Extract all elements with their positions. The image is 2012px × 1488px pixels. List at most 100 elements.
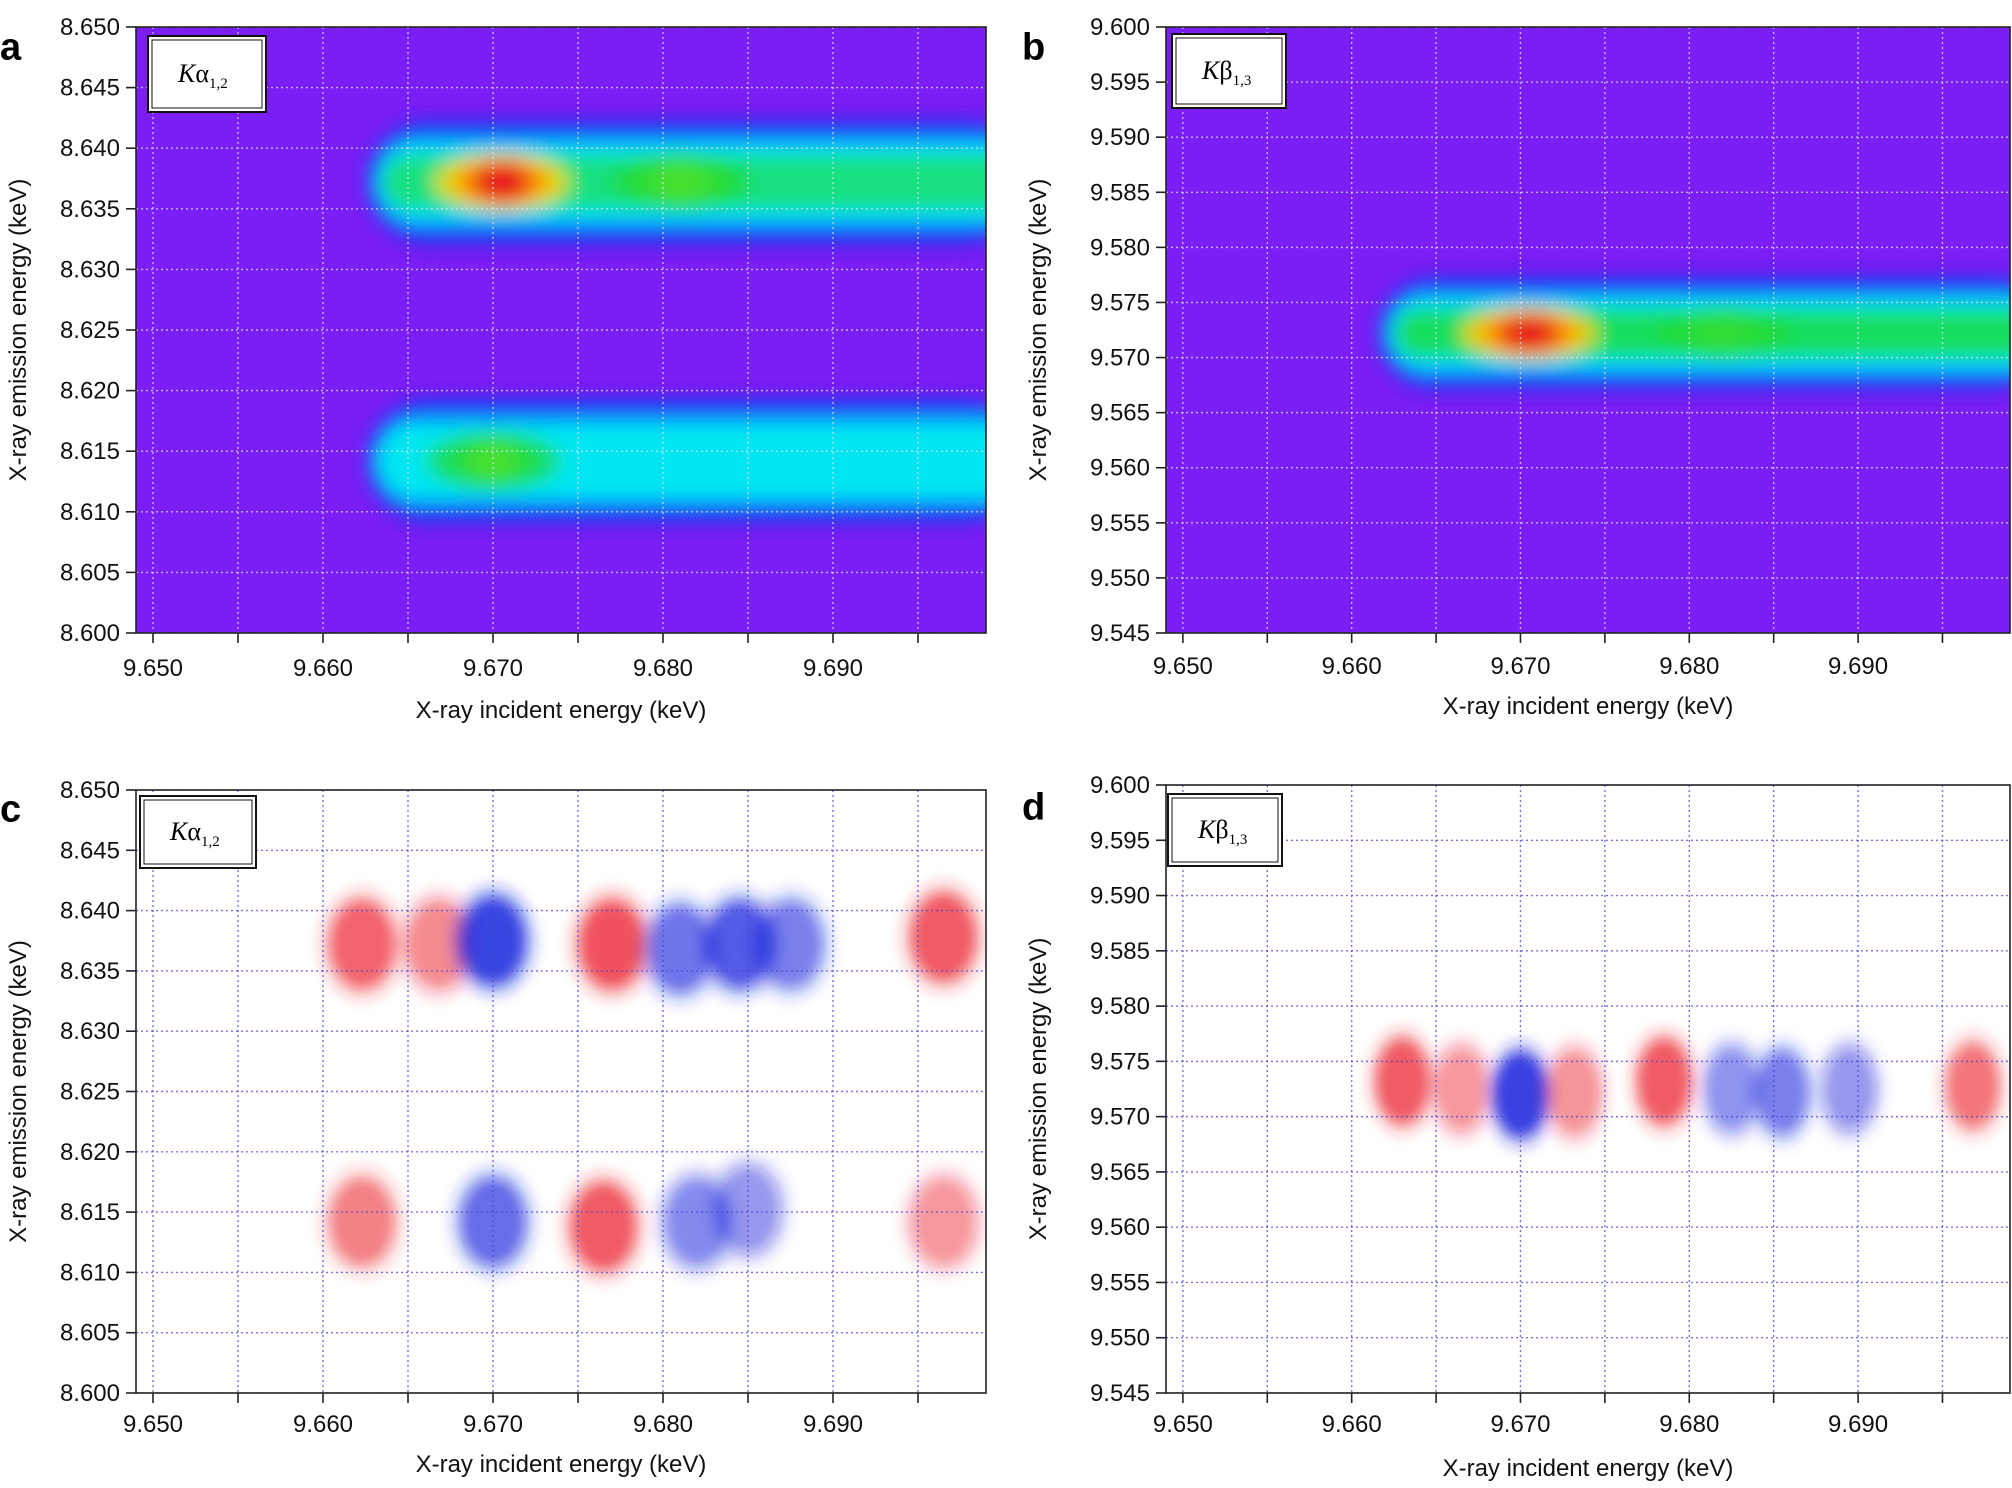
y-tick-label: 8.645 bbox=[60, 837, 120, 864]
diff-blob-12 bbox=[716, 1166, 780, 1254]
x-tick-label: 9.670 bbox=[1490, 653, 1550, 680]
diff-blob-5 bbox=[1705, 1046, 1758, 1132]
x-tick-label: 9.660 bbox=[1322, 653, 1382, 680]
y-tick-label: 8.650 bbox=[60, 777, 120, 804]
y-tick-label: 8.625 bbox=[60, 1079, 120, 1106]
diff-blob-6 bbox=[1756, 1050, 1809, 1135]
diff-blob-2 bbox=[1494, 1052, 1547, 1137]
diff-blob-6 bbox=[758, 900, 823, 988]
legend-inner-border bbox=[1175, 37, 1283, 105]
diff-blob-10 bbox=[571, 1183, 636, 1270]
diff-blob-4 bbox=[1637, 1039, 1690, 1124]
panel-letter: c bbox=[0, 788, 21, 830]
x-tick-label: 9.660 bbox=[293, 1411, 353, 1438]
y-tick-label: 8.615 bbox=[60, 438, 120, 465]
x-tick-label: 9.690 bbox=[803, 1411, 863, 1438]
y-tick-label: 9.580 bbox=[1090, 234, 1150, 261]
y-axis-label: X-ray emission energy (keV) bbox=[5, 940, 32, 1243]
plot-area bbox=[136, 790, 986, 1393]
legend-box bbox=[147, 35, 267, 113]
y-tick-label: 9.550 bbox=[1090, 565, 1150, 592]
plot-frame bbox=[1165, 784, 2011, 1394]
x-tick-label: 9.650 bbox=[123, 1411, 183, 1438]
y-tick-label: 9.545 bbox=[1090, 1380, 1150, 1407]
y-tick-label: 9.555 bbox=[1090, 1269, 1150, 1296]
peak-0-0-3 bbox=[478, 163, 525, 201]
diff-blob-3 bbox=[580, 900, 644, 988]
y-tick-label: 9.565 bbox=[1090, 1159, 1150, 1186]
x-tick-label: 9.660 bbox=[1322, 1411, 1382, 1438]
y-tick-label: 9.550 bbox=[1090, 1325, 1150, 1352]
x-tick-label: 9.680 bbox=[1659, 653, 1719, 680]
y-tick-label: 9.560 bbox=[1090, 455, 1150, 482]
legend-inner-border bbox=[1171, 797, 1279, 863]
y-tick-label: 9.600 bbox=[1090, 14, 1150, 41]
panel-letter: a bbox=[0, 26, 22, 68]
y-tick-label: 9.555 bbox=[1090, 510, 1150, 537]
x-axis-label: X-ray incident energy (keV) bbox=[416, 697, 707, 724]
peak-0-0-3 bbox=[1505, 316, 1552, 350]
diff-blob-7 bbox=[1823, 1046, 1876, 1132]
x-tick-label: 9.690 bbox=[1828, 1411, 1888, 1438]
plot-frame bbox=[1165, 26, 2011, 634]
plot-area bbox=[1166, 27, 2010, 633]
y-axis-label: X-ray emission energy (keV) bbox=[5, 179, 32, 482]
heatmap-layer bbox=[365, 119, 986, 524]
y-tick-label: 9.595 bbox=[1090, 69, 1150, 96]
y-tick-label: 8.630 bbox=[60, 256, 120, 283]
y-tick-label: 8.620 bbox=[60, 378, 120, 405]
y-tick-label: 9.545 bbox=[1090, 620, 1150, 647]
diff-blob-3 bbox=[1548, 1050, 1601, 1135]
diff-blob-8 bbox=[330, 1178, 395, 1266]
diff-blob-8 bbox=[1946, 1043, 1999, 1128]
legend-label: Kα1,2 bbox=[169, 817, 220, 850]
x-tick-label: 9.670 bbox=[1490, 1411, 1550, 1438]
y-tick-label: 8.650 bbox=[60, 14, 120, 41]
legend-inner-border bbox=[143, 799, 253, 865]
legend-box bbox=[139, 795, 257, 869]
y-axis-label: X-ray emission energy (keV) bbox=[1025, 938, 1052, 1241]
y-tick-label: 8.630 bbox=[60, 1018, 120, 1045]
y-tick-label: 8.620 bbox=[60, 1139, 120, 1166]
x-tick-label: 9.680 bbox=[633, 1411, 693, 1438]
heatmap-layer bbox=[1377, 276, 2010, 391]
x-tick-label: 9.690 bbox=[803, 655, 863, 682]
y-tick-label: 8.615 bbox=[60, 1199, 120, 1226]
gridlines bbox=[136, 790, 986, 1393]
y-tick-label: 9.580 bbox=[1090, 993, 1150, 1020]
y-tick-label: 8.610 bbox=[60, 499, 120, 526]
diff-blob-13 bbox=[911, 1178, 976, 1266]
diff-blob-0 bbox=[330, 900, 395, 988]
y-tick-label: 8.605 bbox=[60, 1320, 120, 1347]
x-tick-label: 9.650 bbox=[123, 655, 183, 682]
x-tick-label: 9.680 bbox=[1659, 1411, 1719, 1438]
y-axis-label: X-ray emission energy (keV) bbox=[1025, 179, 1052, 482]
y-tick-label: 9.590 bbox=[1090, 883, 1150, 910]
y-tick-label: 9.600 bbox=[1090, 772, 1150, 799]
x-tick-label: 9.660 bbox=[293, 655, 353, 682]
difference-layer bbox=[318, 880, 986, 1284]
panel-a: 8.600 8.605 8.610 8.615 8.620 8.625 8.630 8.635… bbox=[0, 14, 987, 724]
peak-0-1-3 bbox=[1700, 316, 1747, 350]
legend-label: Kβ1,3 bbox=[1201, 56, 1251, 89]
gridlines bbox=[1166, 27, 2010, 633]
legend-box bbox=[1171, 33, 1287, 109]
y-tick-label: 9.595 bbox=[1090, 827, 1150, 854]
panel-b: 9.545 9.550 9.555 9.560 9.565 9.570 9.575 9.580… bbox=[1022, 14, 2011, 720]
legend-label: Kβ1,3 bbox=[1197, 815, 1247, 848]
diff-blob-0 bbox=[1376, 1039, 1429, 1124]
y-tick-label: 9.575 bbox=[1090, 289, 1150, 316]
x-tick-label: 9.670 bbox=[463, 1411, 523, 1438]
y-tick-label: 8.605 bbox=[60, 559, 120, 586]
peak-0-1-3 bbox=[657, 163, 703, 201]
y-tick-label: 9.560 bbox=[1090, 1214, 1150, 1241]
x-tick-label: 9.680 bbox=[633, 655, 693, 682]
y-tick-label: 8.635 bbox=[60, 196, 120, 223]
y-tick-label: 8.640 bbox=[60, 135, 120, 162]
legend-box bbox=[1167, 793, 1283, 867]
y-tick-label: 9.575 bbox=[1090, 1048, 1150, 1075]
y-tick-label: 8.625 bbox=[60, 317, 120, 344]
diff-blob-1 bbox=[1435, 1046, 1488, 1132]
x-tick-label: 9.690 bbox=[1828, 653, 1888, 680]
